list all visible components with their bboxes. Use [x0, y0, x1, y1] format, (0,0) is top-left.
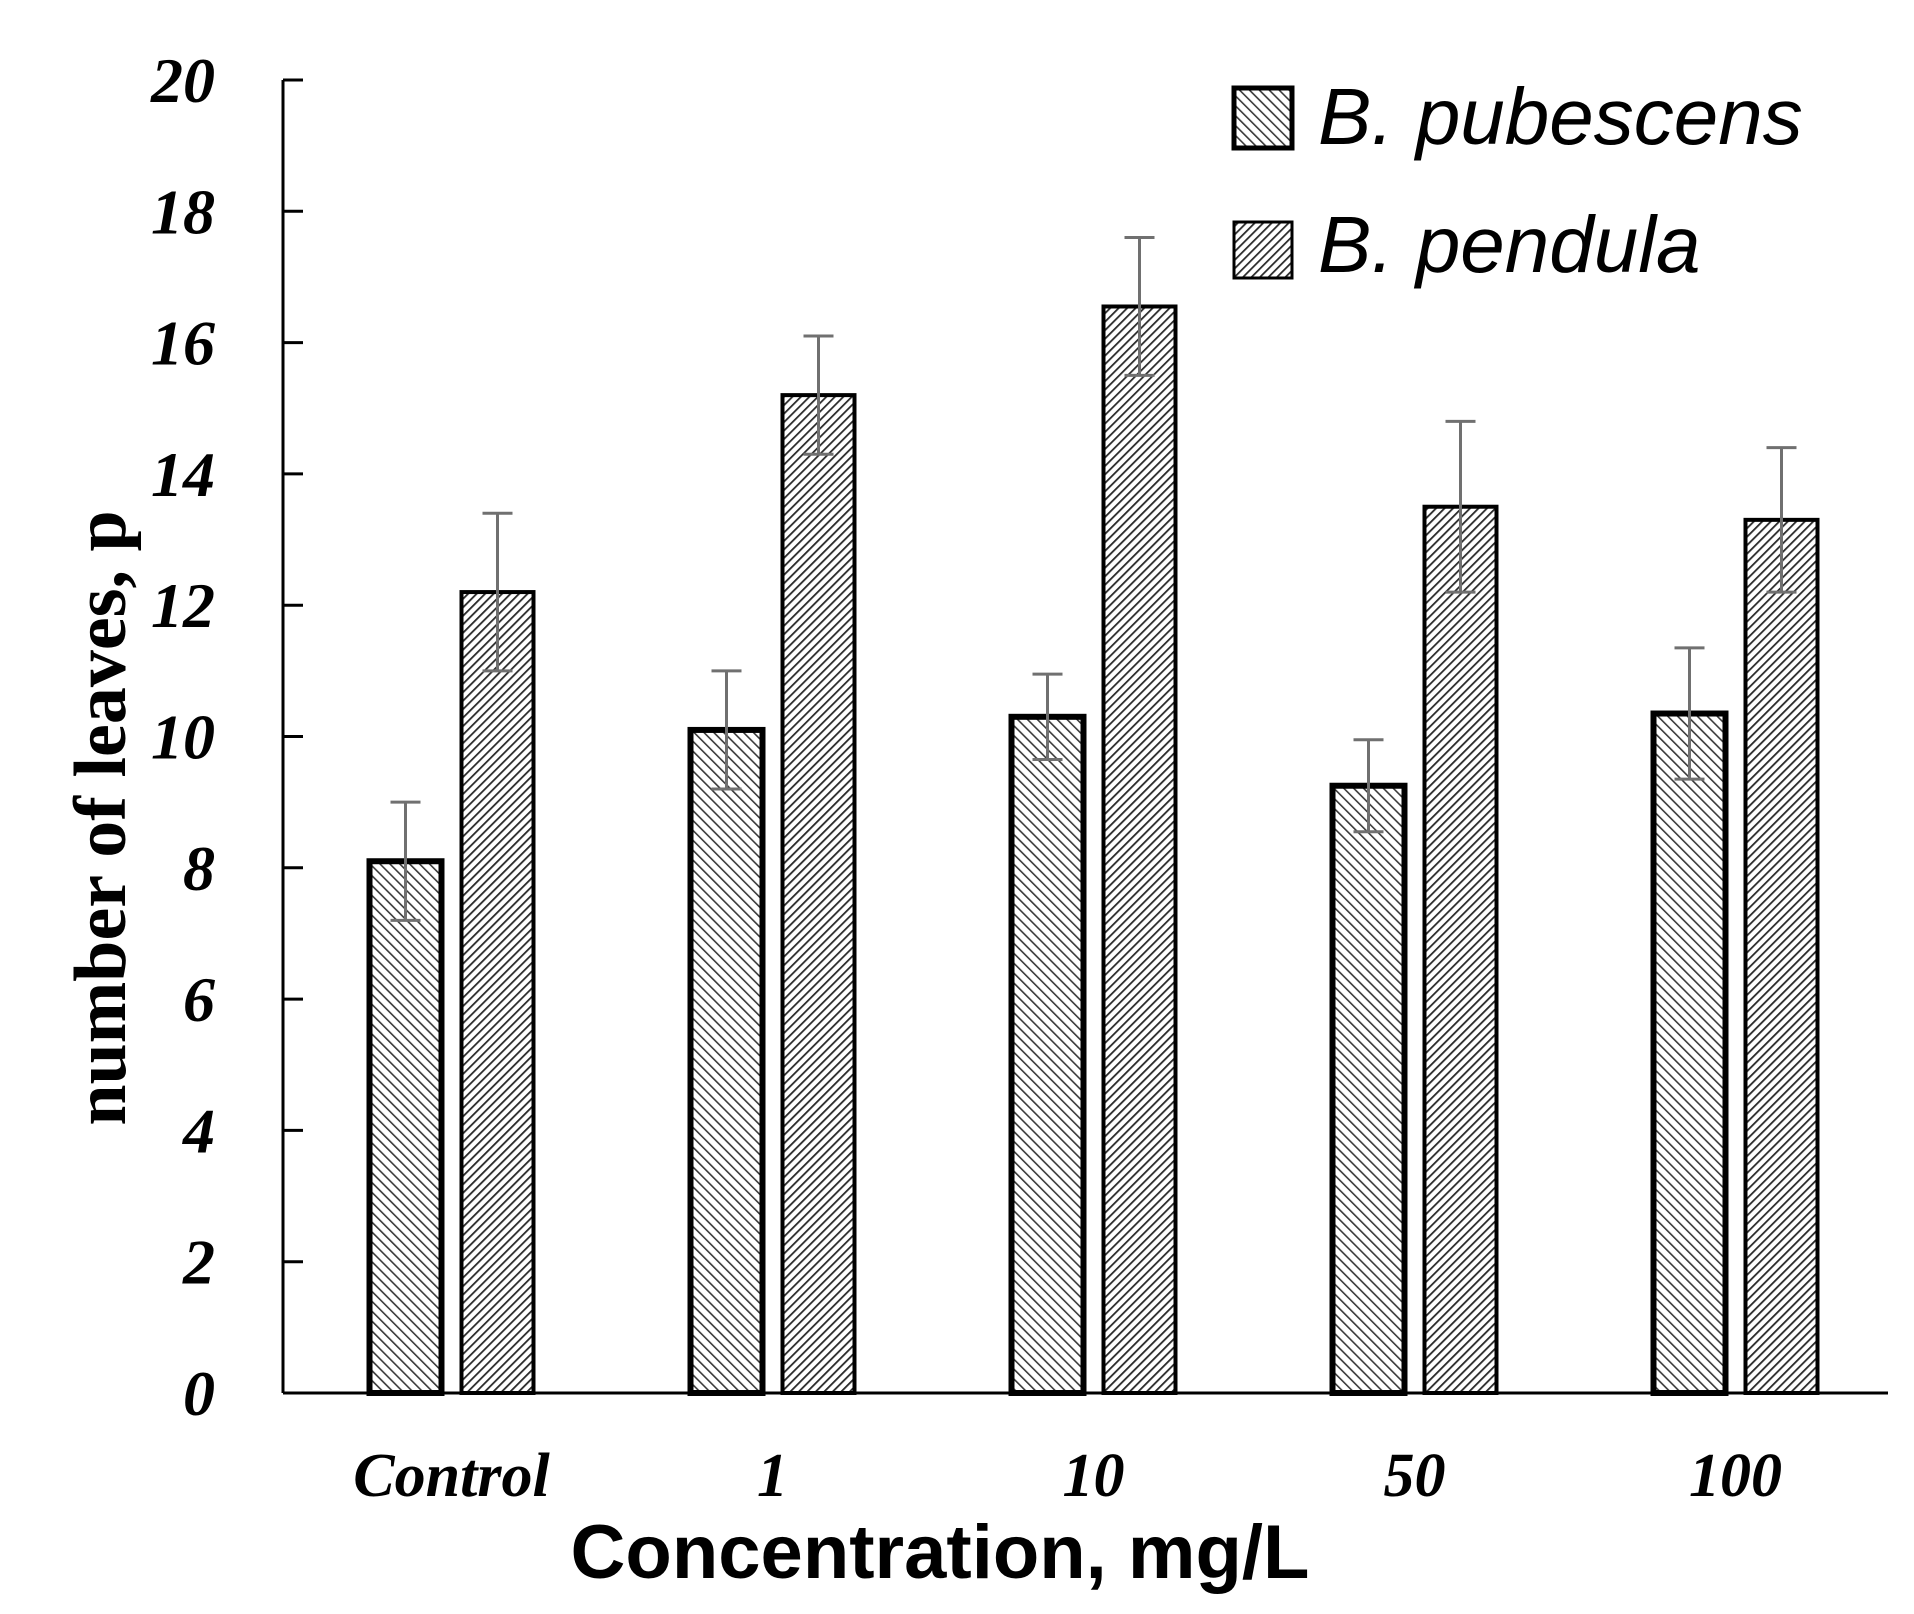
legend-label-b-pendula: B. pendula: [1318, 200, 1701, 289]
bar-bpubescens-1: [687, 726, 766, 1396]
x-tick-label: 1: [757, 1442, 788, 1510]
error-bars-group: [390, 236, 1797, 922]
y-tick-label: 10: [151, 702, 215, 773]
x-axis-title: Concentration, mg/L: [571, 1510, 1310, 1595]
bars-group: [366, 304, 1820, 1396]
y-tick-label: 8: [183, 833, 215, 904]
error-bar: [1766, 446, 1797, 594]
error-bar: [1353, 738, 1384, 834]
y-tick-label: 0: [183, 1358, 215, 1429]
legend-swatch-b-pendula: [1232, 220, 1294, 280]
x-tick-label: 10: [1063, 1442, 1125, 1510]
bar-bpendula-100: [1743, 517, 1820, 1395]
error-bar: [803, 334, 834, 456]
y-tick-label: 6: [183, 964, 215, 1035]
y-axis: 0 2 4 6 8 10 12 14 16 18 20: [150, 45, 303, 1429]
bar-bpubescens-10: [1008, 713, 1087, 1396]
error-bar: [390, 800, 421, 922]
y-tick-label: 2: [182, 1227, 215, 1298]
legend: B. pubescens B. pendula: [1231, 72, 1803, 289]
y-tick-label: 14: [151, 439, 215, 510]
category-labels: Control 1 10 50 100: [353, 1442, 1782, 1510]
x-tick-label: 100: [1689, 1442, 1782, 1510]
y-tick-label: 4: [182, 1095, 215, 1166]
bar-bpendula-50: [1422, 504, 1499, 1396]
y-axis-title: number of leaves, p: [60, 510, 142, 1125]
legend-label-b-pubescens: B. pubescens: [1318, 72, 1803, 161]
error-bar: [711, 669, 742, 791]
bar-bpendula-1: [780, 393, 857, 1395]
bar-bpendula-control: [459, 590, 536, 1395]
legend-swatch-b-pubescens: [1231, 85, 1295, 151]
bar-bpendula-10: [1101, 304, 1178, 1395]
error-bar: [1674, 646, 1705, 781]
error-bar: [482, 511, 513, 673]
error-bar: [1445, 419, 1476, 594]
y-tick-label: 20: [150, 45, 215, 116]
y-tick-label: 18: [151, 176, 215, 247]
y-tick-label: 12: [151, 570, 215, 641]
x-tick-label: Control: [353, 1442, 550, 1510]
bar-bpubescens-50: [1329, 782, 1408, 1396]
bar-bpubescens-100: [1650, 710, 1729, 1396]
y-tick-label: 16: [151, 308, 215, 379]
error-bar: [1032, 672, 1063, 761]
error-bar: [1124, 236, 1155, 377]
x-tick-label: 50: [1384, 1442, 1446, 1510]
bar-bpubescens-control: [366, 858, 445, 1396]
